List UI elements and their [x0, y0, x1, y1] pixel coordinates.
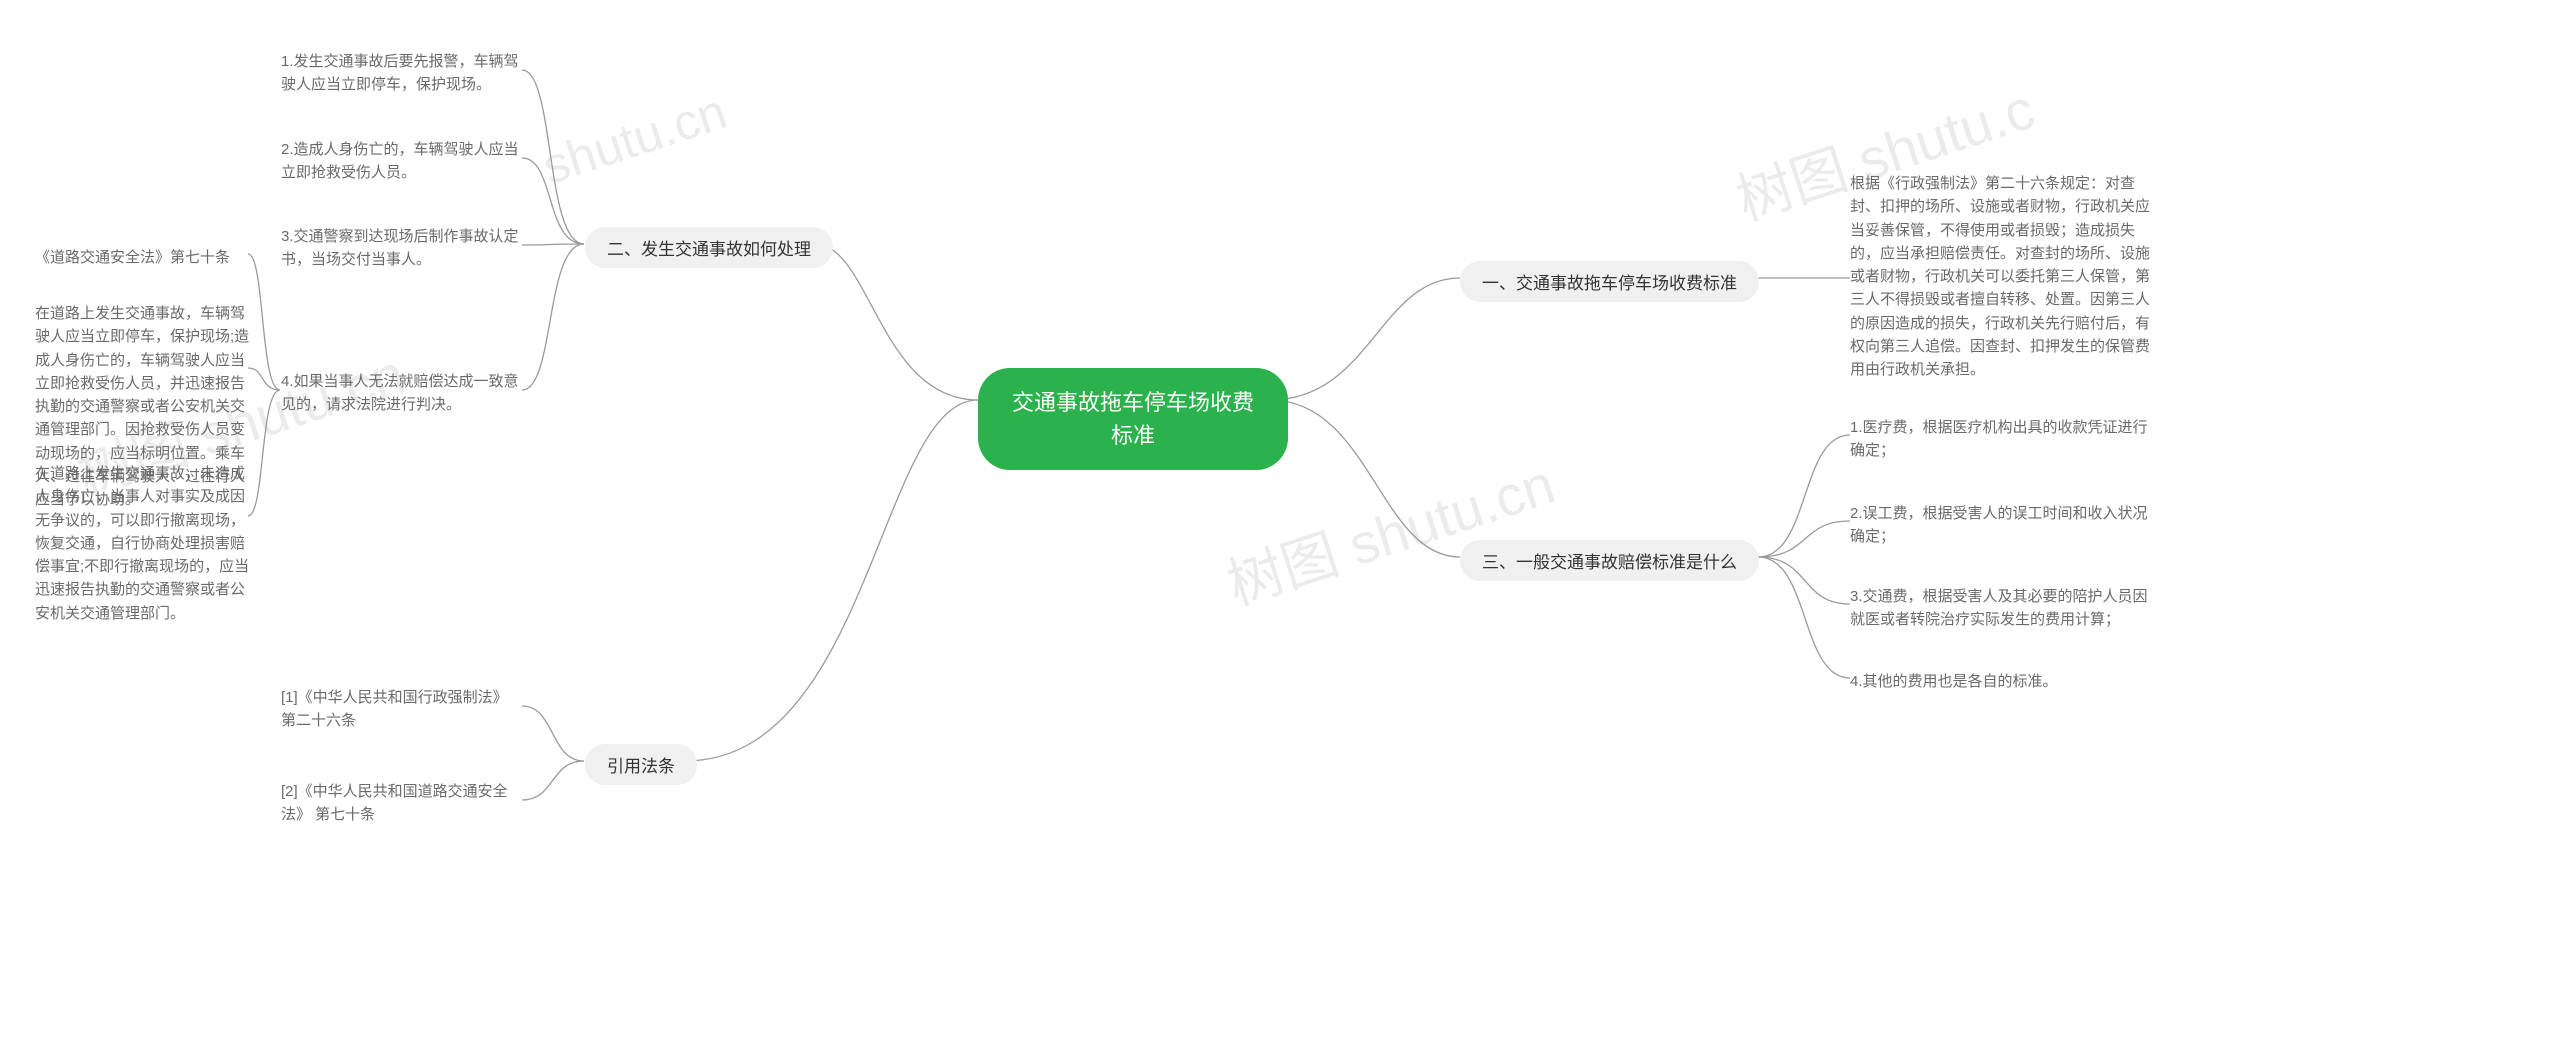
- leaf-node: 3.交通费，根据受害人及其必要的陪护人员因就医或者转院治疗实际发生的费用计算；: [1850, 585, 2160, 632]
- leaf-node: 4.如果当事人无法就赔偿达成一致意见的，请求法院进行判决。: [281, 370, 526, 417]
- leaf-node: [2]《中华人民共和国道路交通安全法》 第七十条: [281, 780, 526, 827]
- leaf-node: 1.医疗费，根据医疗机构出具的收款凭证进行确定；: [1850, 416, 2160, 463]
- leaf-node: 根据《行政强制法》第二十六条规定：对查封、扣押的场所、设施或者财物，行政机关应当…: [1850, 172, 2150, 381]
- leaf-node: 3.交通警察到达现场后制作事故认定书，当场交付当事人。: [281, 225, 526, 272]
- watermark: shutu.cn: [536, 82, 734, 196]
- leaf-node: 在道路上发生交通事故，未造成人身伤亡，当事人对事实及成因无争议的，可以即行撤离现…: [35, 462, 250, 625]
- leaf-node: 1.发生交通事故后要先报警，车辆驾驶人应当立即停车，保护现场。: [281, 50, 526, 97]
- leaf-node: 2.误工费，根据受害人的误工时间和收入状况确定；: [1850, 502, 2160, 549]
- root-node: 交通事故拖车停车场收费 标准: [978, 368, 1288, 470]
- leaf-node: 4.其他的费用也是各自的标准。: [1850, 670, 2058, 693]
- branch-left-2: 引用法条: [585, 744, 697, 785]
- leaf-node: [1]《中华人民共和国行政强制法》 第二十六条: [281, 686, 526, 733]
- leaf-node: 2.造成人身伤亡的，车辆驾驶人应当立即抢救受伤人员。: [281, 138, 526, 185]
- leaf-node: 《道路交通安全法》第七十条: [35, 246, 230, 269]
- branch-right-2: 三、一般交通事故赔偿标准是什么: [1460, 540, 1759, 581]
- branch-left-1: 二、发生交通事故如何处理: [585, 227, 833, 268]
- root-label-line1: 交通事故拖车停车场收费: [1012, 390, 1254, 415]
- root-label-line2: 标准: [1111, 423, 1155, 448]
- branch-right-1: 一、交通事故拖车停车场收费标准: [1460, 261, 1759, 302]
